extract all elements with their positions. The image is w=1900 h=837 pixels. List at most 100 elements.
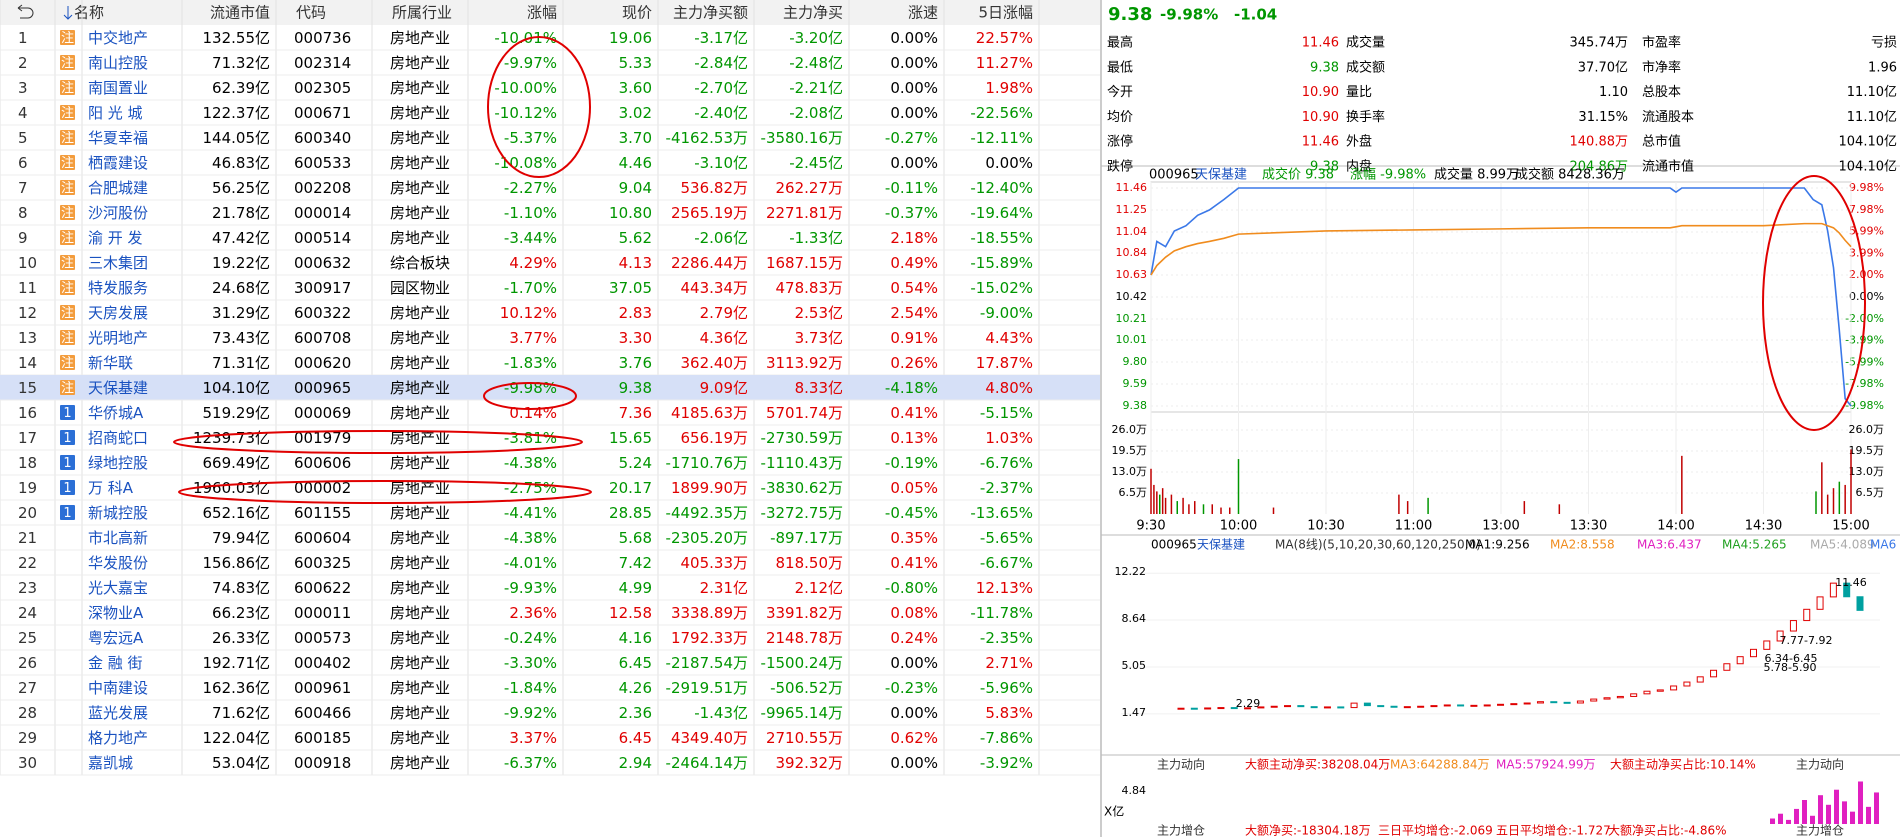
cell: 光大嘉宝 [88, 579, 148, 597]
chart-header: 天保基建 [1195, 168, 1247, 183]
badge [60, 180, 75, 195]
badge-text: 1 [63, 456, 71, 471]
k-header: 000965 [1151, 538, 1197, 552]
cell: 162.36亿 [203, 679, 271, 697]
cell: 47.42亿 [212, 229, 270, 247]
y2-tick-label: 2.00% [1849, 268, 1884, 281]
cell: 10.12% [500, 304, 557, 322]
vol-tick-label: 19.5万 [1849, 444, 1885, 457]
cell: 0.00% [890, 754, 938, 772]
back-icon[interactable] [17, 4, 34, 19]
cell: -2.70亿 [694, 79, 748, 97]
cell: 652.16亿 [203, 504, 271, 522]
cell: 4.99 [619, 579, 652, 597]
candle [1670, 685, 1678, 691]
cell: 4.16 [619, 629, 652, 647]
cell: -7.86% [980, 729, 1033, 747]
cell: 2.36% [509, 604, 557, 622]
cell: -4.18% [885, 379, 938, 397]
cell: -2.35% [980, 629, 1033, 647]
badge [60, 230, 75, 245]
cell: -2.21亿 [789, 79, 843, 97]
stat-label: 内盘 [1346, 159, 1372, 175]
cell: 2.54% [890, 304, 938, 322]
stat-value: 1.10 [1599, 85, 1628, 100]
candle [1430, 705, 1438, 708]
cell: 2.36 [619, 704, 652, 722]
cell: 002314 [294, 54, 351, 72]
cell: -12.40% [970, 179, 1033, 197]
y-tick-label: 10.63 [1116, 268, 1148, 281]
k-tick-label: 8.64 [1122, 612, 1147, 625]
cell: 6.45 [619, 654, 652, 672]
badge [60, 155, 75, 170]
stat-label: 最高 [1107, 35, 1133, 51]
cell: -1.83% [504, 354, 557, 372]
badge-text: 1 [63, 506, 71, 521]
badge [60, 105, 75, 120]
k-tick-label: 5.05 [1122, 659, 1147, 672]
cell: -3272.75万 [761, 504, 843, 522]
vol-tick-label: 6.5万 [1856, 486, 1885, 499]
cell: 600322 [294, 304, 351, 322]
stat-value: 1.96 [1868, 60, 1897, 75]
k-header: MA3:6.437 [1637, 538, 1702, 552]
cell: 300917 [294, 279, 351, 297]
column-header: 涨幅 [527, 4, 557, 22]
cell: -1.84% [504, 679, 557, 697]
candle [1363, 702, 1371, 707]
row-number: 10 [18, 254, 37, 272]
price-line [1150, 187, 1852, 407]
badge [60, 30, 75, 45]
x-tick-label: 15:00 [1832, 519, 1869, 534]
cell: 3.77% [509, 329, 557, 347]
cell: 002208 [294, 179, 351, 197]
stat-label: 涨停 [1107, 134, 1133, 150]
red-circle [487, 36, 591, 178]
badge [60, 305, 75, 320]
cell: -18.55% [970, 229, 1033, 247]
cell: 0.00% [890, 54, 938, 72]
y-tick-label: 9.59 [1123, 377, 1148, 390]
stat-value: 10.90 [1302, 85, 1339, 100]
column-header: 涨速 [908, 4, 938, 22]
flow-footer: 五日平均增仓:-1.727 [1496, 824, 1611, 837]
row-number: 21 [18, 529, 37, 547]
cell: -0.23% [885, 679, 938, 697]
cell: 房地产业 [390, 129, 450, 147]
cell: -3.30% [504, 654, 557, 672]
cell: -0.24% [504, 629, 557, 647]
stat-value: 345.74万 [1570, 36, 1629, 51]
y-tick-label: 11.04 [1116, 225, 1148, 238]
cell: -10.00% [494, 79, 557, 97]
stat-label: 今开 [1107, 84, 1133, 100]
cell: 3391.82万 [766, 604, 843, 622]
cell: 156.86亿 [203, 554, 271, 572]
cell: -9965.14万 [761, 704, 843, 722]
cell: -1.43亿 [694, 704, 748, 722]
candle [1749, 648, 1757, 658]
sort-icon[interactable] [63, 6, 73, 20]
row-number: 28 [18, 704, 37, 722]
cell: 特发服务 [88, 279, 148, 297]
candle [1270, 705, 1278, 708]
candle [1803, 608, 1811, 622]
candle [1470, 704, 1478, 707]
cell: 600604 [294, 529, 351, 547]
candle [1337, 706, 1345, 709]
stat-value: 37.70亿 [1578, 60, 1628, 75]
cell: -4.41% [504, 504, 557, 522]
x-tick-label: 13:30 [1570, 519, 1607, 534]
cell: 000965 [294, 379, 351, 397]
vol-tick-label: 26.0万 [1112, 423, 1148, 436]
stat-value: 亏损 [1871, 36, 1897, 51]
flow-header: MA3:64288.84万 [1390, 758, 1490, 772]
badge-text: 1 [63, 431, 71, 446]
cell: -2.45亿 [789, 154, 843, 172]
row-number: 23 [18, 579, 37, 597]
cell: 2710.55万 [766, 729, 843, 747]
row-number: 14 [18, 354, 37, 372]
cell: 8.33亿 [795, 379, 843, 397]
cell: 市北高新 [88, 529, 148, 547]
vol-tick-label: 19.5万 [1112, 444, 1148, 457]
